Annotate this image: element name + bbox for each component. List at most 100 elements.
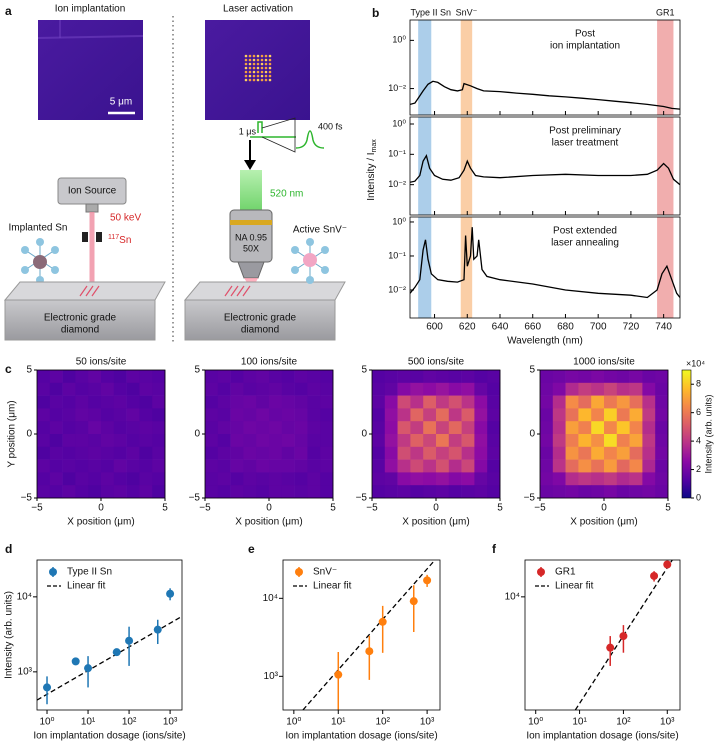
x-tick-label: 0 <box>98 503 104 514</box>
heatmap-cell <box>307 408 321 422</box>
heatmap-cell <box>152 395 166 409</box>
heatmap-cell <box>591 459 605 473</box>
heatmap-cell <box>629 395 643 409</box>
colorbar-tick-label: 0 <box>696 492 701 502</box>
heatmap-cell <box>320 459 334 473</box>
heatmap-cell <box>552 421 566 435</box>
emitter <box>260 74 264 78</box>
heatmap-cell <box>230 408 244 422</box>
heatmap-cell <box>101 459 115 473</box>
heatmap-cell <box>616 459 630 473</box>
y-tick-label: 10⁻² <box>388 83 406 93</box>
heatmap-cell <box>205 434 219 448</box>
heatmap-cell <box>540 382 554 396</box>
heatmap-cell <box>49 434 63 448</box>
heatmap-cell <box>49 485 63 499</box>
heatmap-cell <box>101 370 115 384</box>
heatmap-cell <box>487 370 501 384</box>
defect-label: Active SnV⁻ <box>293 225 347 236</box>
heatmap-cell <box>256 382 270 396</box>
heatmap-cell <box>320 485 334 499</box>
heatmap-cell <box>294 434 308 448</box>
x-tick-label: 10¹ <box>331 717 346 728</box>
heatmap-cell <box>540 434 554 448</box>
diamond-side <box>184 299 336 341</box>
y-tick-label: 5 <box>529 365 535 376</box>
heatmap-cell <box>307 395 321 409</box>
x-tick-label: 10⁰ <box>286 717 301 728</box>
y-tick-label: 10⁻¹ <box>388 250 406 260</box>
band <box>657 20 674 115</box>
x-axis-label: Ion implantation dosage (ions/site) <box>285 731 437 742</box>
heatmap-cell <box>655 370 669 384</box>
x-tick-label: 10⁰ <box>528 717 543 728</box>
y-tick-label: 10³ <box>264 671 279 682</box>
heatmap-cell <box>126 485 140 499</box>
heatmap-cell <box>616 370 630 384</box>
y-axis-label: Y position (μm) <box>7 400 18 467</box>
heatmap-cell <box>126 472 140 486</box>
heatmap-cell <box>49 408 63 422</box>
heatmap-cell <box>307 421 321 435</box>
heatmap-cell <box>139 382 153 396</box>
heatmap-cell <box>243 472 257 486</box>
heatmap-cell <box>62 408 76 422</box>
heatmap-cell <box>37 485 51 499</box>
y-tick-label: −5 <box>524 493 536 504</box>
heatmap-cell <box>423 370 437 384</box>
data-point <box>378 617 387 626</box>
heatmap-cell <box>269 370 283 384</box>
heatmap-cell <box>243 434 257 448</box>
legend-label: Linear fit <box>555 581 594 592</box>
heatmap-cell <box>565 485 579 499</box>
heatmap-cell <box>384 421 398 435</box>
heatmap-cell <box>448 408 462 422</box>
heatmap-cell <box>655 472 669 486</box>
emitter <box>268 58 272 62</box>
emitter <box>252 58 256 62</box>
heatmap-cell <box>474 408 488 422</box>
spectrum-panel <box>410 20 680 115</box>
heatmap-cell <box>101 421 115 435</box>
emitter <box>260 78 264 82</box>
heatmap-cell <box>37 472 51 486</box>
y-tick-label: 10⁰ <box>392 118 406 128</box>
heatmap-cell <box>487 459 501 473</box>
data-point <box>650 571 659 580</box>
emitter-array <box>244 54 272 82</box>
x-tick-label: −5 <box>534 503 546 514</box>
heatmap-cell <box>410 421 424 435</box>
substrate-label: diamond <box>61 325 99 336</box>
heatmap-cell <box>269 395 283 409</box>
emitter <box>264 66 268 70</box>
emitter <box>244 70 248 74</box>
image-feature <box>37 35 144 39</box>
heatmap-cell <box>591 472 605 486</box>
heatmap-cell <box>397 446 411 460</box>
heatmap-cell <box>410 446 424 460</box>
heatmap-cell <box>565 434 579 448</box>
heatmap-cell <box>307 485 321 499</box>
heatmap-cell <box>642 408 656 422</box>
ion-species: 117Sn <box>108 234 131 246</box>
axes-frame <box>282 559 441 711</box>
heatmap-cell <box>256 370 270 384</box>
heatmap-cell <box>552 485 566 499</box>
pl-image <box>205 20 310 120</box>
heatmap-cell <box>88 434 102 448</box>
heatmap-cell <box>152 408 166 422</box>
heatmap-cell <box>552 446 566 460</box>
heatmap-cell <box>642 370 656 384</box>
x-axis-label: X position (μm) <box>67 517 134 528</box>
heatmap-cell <box>101 408 115 422</box>
heatmap-cell <box>62 485 76 499</box>
heatmap-cell <box>372 434 386 448</box>
heatmap-cell <box>616 446 630 460</box>
heatmap-cell <box>205 382 219 396</box>
heatmap-cell <box>423 459 437 473</box>
heatmap-cell <box>37 434 51 448</box>
heatmap-cell <box>320 472 334 486</box>
heatmap-cell <box>642 395 656 409</box>
heatmap-cell <box>49 421 63 435</box>
heatmap-cell <box>448 382 462 396</box>
